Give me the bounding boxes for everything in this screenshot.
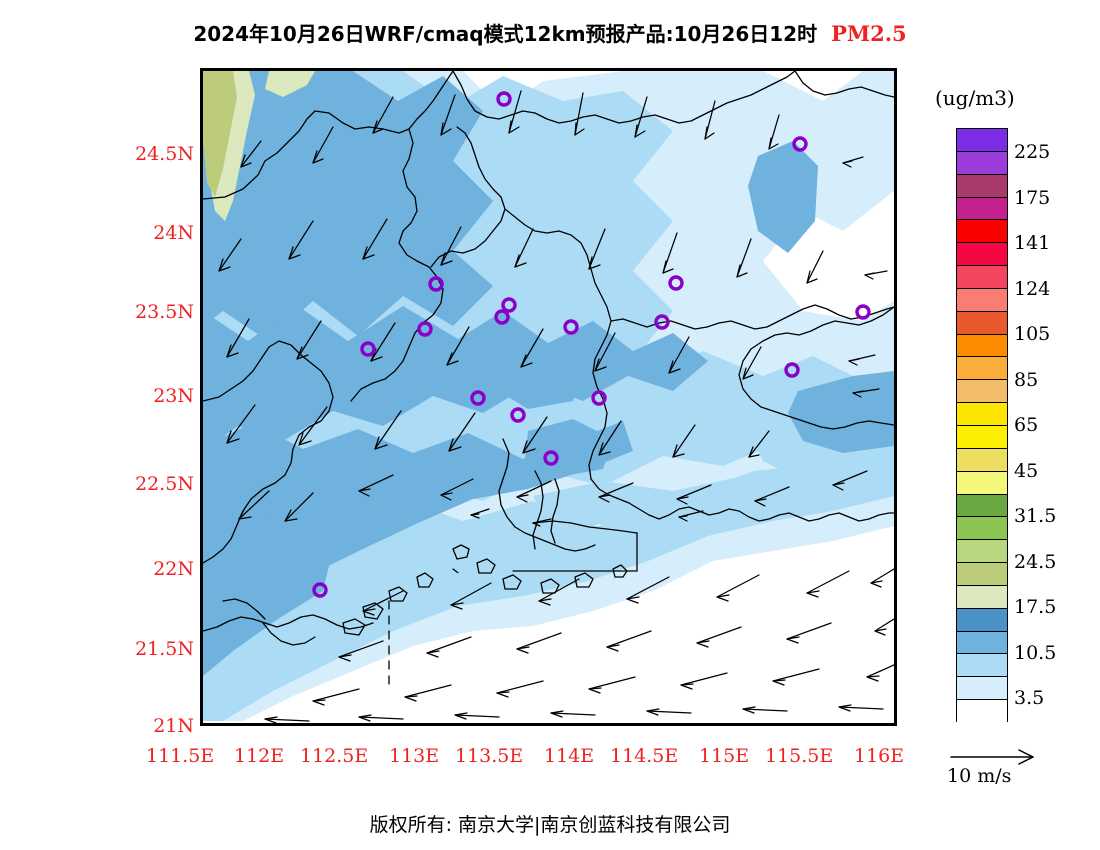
city-marker	[510, 407, 526, 423]
colorbar-swatch	[957, 494, 1007, 518]
city-marker	[417, 321, 433, 337]
colorbar-tick-31p5: 31.5	[1014, 505, 1057, 527]
wind-vectors	[218, 90, 894, 723]
colorbar-swatch	[957, 700, 1007, 723]
colorbar-unit-label: (ug/m3)	[935, 86, 1015, 110]
wind-arrow-icon	[950, 749, 1034, 765]
colorbar-swatch	[957, 220, 1007, 244]
contour-band-17p5-c	[203, 421, 633, 656]
colorbar-tick-85: 85	[1014, 369, 1039, 391]
colorbar-swatch	[957, 266, 1007, 289]
colorbar-tick-10p5: 10.5	[1014, 642, 1057, 664]
contour-band-17p5-pocket5	[315, 156, 381, 233]
colorbar-swatch	[957, 608, 1007, 632]
city-marker	[591, 390, 607, 406]
colorbar-swatch	[957, 174, 1007, 198]
axis-label-lat-21: 21N	[153, 715, 194, 737]
city-marker	[792, 136, 808, 152]
axis-label-lon-112-5: 112.5E	[300, 745, 369, 767]
colorbar-swatch	[957, 288, 1007, 312]
colorbar-swatch	[957, 471, 1007, 495]
colorbar-swatch	[957, 631, 1007, 655]
axis-label-lon-113-5: 113.5E	[455, 745, 524, 767]
contour-band-17p5-pocket3	[748, 141, 818, 253]
colorbar-tick-3p5: 3.5	[1014, 687, 1045, 709]
contour-band-10p5-coast	[533, 453, 894, 526]
colorbar-swatch	[957, 334, 1007, 358]
province-borders	[203, 71, 894, 690]
colorbar-tick-65: 65	[1014, 414, 1039, 436]
contour-band-31p5	[203, 71, 237, 197]
axis-label-lat-21-5: 21.5N	[135, 638, 194, 660]
city-marker	[496, 91, 512, 107]
colorbar-tick-105: 105	[1014, 323, 1051, 345]
axis-label-lat-24: 24N	[153, 222, 194, 244]
axis-label-lon-116: 116E	[854, 745, 905, 767]
city-marker	[501, 297, 517, 313]
contour-band-17p5-sw	[203, 506, 333, 676]
colorbar-swatch	[957, 654, 1007, 678]
colorbar-swatch	[957, 425, 1007, 449]
colorbar-tick-124: 124	[1014, 278, 1051, 300]
axis-label-lat-22: 22N	[153, 558, 194, 580]
copyright-footer: 版权所有: 南京大学|南京创蓝科技有限公司	[369, 814, 731, 836]
colorbar-swatch	[957, 311, 1007, 335]
colorbar-swatch	[957, 563, 1007, 586]
colorbar-tick-45: 45	[1014, 460, 1039, 482]
axis-label-lon-115-5: 115.5E	[765, 745, 834, 767]
contour-band-17p5-pocket4	[788, 371, 894, 453]
contour-band-3p5-c	[203, 476, 894, 721]
colorbar-swatch	[957, 517, 1007, 541]
contour-band-17p5-pocket1	[495, 349, 583, 409]
colorbar-tick-141: 141	[1014, 232, 1051, 254]
axis-label-lon-113: 113E	[389, 745, 440, 767]
axis-label-lat-23: 23N	[153, 385, 194, 407]
colorbar-swatch	[957, 243, 1007, 267]
colorbar-swatch	[957, 540, 1007, 564]
wind-scale-label: 10 m/s	[947, 765, 1012, 787]
colorbar-swatch	[957, 403, 1007, 426]
colorbar-swatch	[957, 129, 1007, 152]
axis-label-lon-115: 115E	[699, 745, 750, 767]
colorbar-tick-24p5: 24.5	[1014, 551, 1057, 573]
axis-label-lat-24-5: 24.5N	[135, 143, 194, 165]
map-canvas	[203, 71, 894, 723]
city-marker	[428, 276, 444, 292]
colorbar-swatch	[957, 357, 1007, 381]
colorbar-swatch	[957, 380, 1007, 404]
city-marker	[312, 582, 328, 598]
wind-scale-key: 10 m/s	[945, 745, 1075, 793]
contour-band-17p5-b	[203, 306, 708, 451]
axis-label-lon-114-5: 114.5E	[610, 745, 679, 767]
axis-label-lon-114: 114E	[544, 745, 595, 767]
page-title: 2024年10月26日WRF/cmaq模式12km预报产品:10月26日12时 P…	[0, 18, 1100, 47]
city-marker	[855, 304, 871, 320]
colorbar-swatch	[957, 585, 1007, 609]
city-marker	[563, 319, 579, 335]
colorbar-swatch	[957, 151, 1007, 175]
axis-label-lon-111-5: 111.5E	[146, 745, 215, 767]
city-markers[interactable]	[312, 91, 871, 598]
colorbar-swatch	[957, 677, 1007, 701]
city-marker	[668, 275, 684, 291]
city-marker	[654, 314, 670, 330]
colorbar-tick-17p5: 17.5	[1014, 596, 1057, 618]
colorbar-tick-225: 225	[1014, 141, 1051, 163]
axis-label-lat-22-5: 22.5N	[135, 473, 194, 495]
axis-label-lon-112: 112E	[234, 745, 285, 767]
colorbar-swatch	[957, 197, 1007, 221]
colorbar	[956, 128, 1008, 723]
title-species-text: PM2.5	[831, 21, 907, 46]
city-marker	[360, 341, 376, 357]
city-marker	[784, 362, 800, 378]
colorbar-tick-175: 175	[1014, 187, 1051, 209]
title-main-text: 2024年10月26日WRF/cmaq模式12km预报产品:10月26日12时	[193, 22, 818, 46]
city-marker	[470, 390, 486, 406]
axis-label-lat-23-5: 23.5N	[135, 301, 194, 323]
city-marker	[543, 450, 559, 466]
forecast-map[interactable]	[200, 68, 897, 726]
colorbar-swatch	[957, 448, 1007, 472]
contour-band-24p5-top	[265, 71, 315, 97]
city-marker	[494, 309, 510, 325]
